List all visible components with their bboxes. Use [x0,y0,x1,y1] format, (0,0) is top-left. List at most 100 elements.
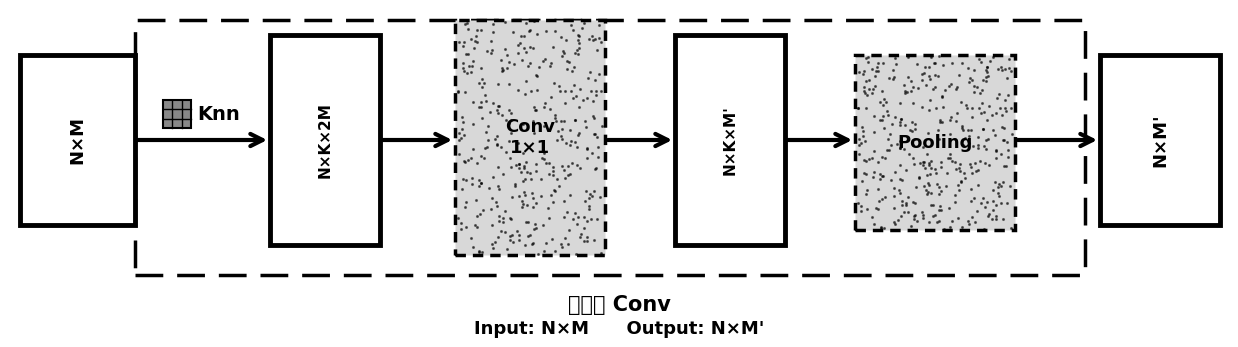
Point [488,103,508,108]
Point [529,251,548,257]
Point [940,151,959,156]
Point [966,219,985,225]
Point [919,162,938,168]
Point [941,155,961,161]
Point [995,163,1015,168]
Point [532,155,552,161]
Point [988,191,1008,196]
Point [863,86,883,92]
Point [971,110,990,116]
Point [566,252,586,257]
Point [898,210,917,215]
Point [904,216,924,221]
Point [962,77,982,83]
Point [931,204,951,209]
Point [890,176,910,181]
Point [489,213,509,219]
Point [928,185,948,190]
Point [568,104,588,110]
Point [916,187,936,192]
Point [967,84,987,89]
Point [952,61,972,66]
Point [988,66,1008,72]
Point [451,226,470,232]
Point [870,99,890,105]
Point [560,59,579,65]
Point [966,168,985,173]
Point [534,150,553,155]
Point [524,226,543,231]
Point [889,188,909,193]
Point [482,195,501,201]
Point [511,198,531,204]
Point [453,65,473,71]
Point [931,207,951,213]
Point [555,101,574,106]
Point [959,134,979,139]
Point [964,83,984,89]
Point [932,63,952,68]
Point [950,165,969,170]
Point [493,219,513,225]
Point [461,36,480,42]
Point [483,21,503,26]
Point [884,185,904,191]
Point [989,181,1009,187]
Point [905,212,925,218]
Point [539,161,558,166]
Point [541,60,561,66]
Point [967,209,987,214]
Point [977,199,997,205]
Point [499,60,519,65]
Point [862,155,881,161]
Point [558,242,578,247]
Point [933,226,953,232]
Point [574,214,594,219]
Point [942,158,962,164]
Point [478,144,498,150]
Point [469,248,489,253]
Point [553,214,573,219]
Point [862,214,881,220]
Point [568,33,588,38]
Point [978,136,998,142]
Point [501,216,521,221]
Point [874,125,894,131]
Point [558,163,578,169]
Point [972,101,992,106]
Point [857,206,877,212]
Point [921,158,941,163]
Point [896,200,916,205]
Point [565,50,584,56]
Point [553,198,573,203]
Point [592,250,612,256]
Point [869,198,889,204]
Point [940,117,959,122]
Point [524,204,543,210]
Point [982,112,1002,118]
Point [488,110,508,116]
Point [463,58,483,64]
Point [456,159,475,165]
Text: Knn: Knn [197,104,240,124]
Point [541,94,561,100]
Point [931,188,951,194]
Point [488,107,508,113]
Point [556,140,576,146]
Point [883,121,903,127]
Point [947,84,967,90]
Point [509,87,529,92]
Point [463,175,483,180]
Point [514,163,534,168]
Point [539,205,558,211]
Point [853,128,873,134]
Point [453,119,473,125]
Point [952,125,972,131]
Point [921,165,941,171]
Point [458,157,478,162]
Point [942,60,962,66]
Point [870,117,890,123]
Point [547,137,567,143]
Point [584,115,604,120]
Point [968,183,988,188]
